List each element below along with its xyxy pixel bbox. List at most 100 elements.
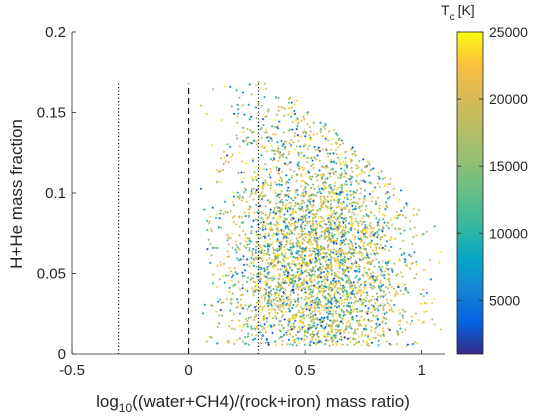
scatter-point-cross [304,224,306,227]
scatter-point-cross [276,126,278,129]
scatter-point-cross [366,291,368,294]
scatter-point-cross [332,137,334,141]
scatter-point-cross [314,145,316,149]
scatter-point-cross [307,208,309,211]
scatter-point-cross [297,273,299,276]
scatter-point-cross [383,332,385,335]
scatter-point-cross [323,173,325,176]
scatter-point-cross [249,195,251,198]
scatter-point-cross [388,227,390,230]
scatter-point-cross [272,299,274,302]
scatter-point-cross [248,103,250,106]
scatter-point-cross [386,240,388,243]
scatter-point-cross [405,202,407,205]
scatter-point-cross [219,278,221,281]
scatter-point-cross [355,220,357,223]
scatter-point-cross [289,332,291,335]
scatter-point-cross [280,299,282,302]
scatter-point-cross [273,308,275,311]
scatter-point-cross [305,255,306,258]
scatter-point-cross [348,326,350,329]
scatter-point-cross [364,198,366,202]
scatter-point-cross [366,165,368,168]
scatter-point-cross [351,242,353,245]
scatter-point-cross [320,128,322,131]
scatter-point-cross [330,222,332,225]
scatter-point-cross [387,278,389,281]
scatter-point-cross [269,136,271,139]
scatter-point-cross [297,221,299,224]
scatter-point-cross [328,287,330,290]
scatter-point-cross [346,295,348,298]
scatter-point-cross [276,194,277,197]
scatter-point-cross [261,191,263,194]
scatter-point-cross [292,335,294,338]
scatter-point-cross [266,136,268,139]
scatter-point-cross [332,228,334,231]
scatter-point-cross [266,222,268,225]
scatter-point-cross [245,240,247,243]
scatter-point-cross [290,197,292,200]
scatter-point-cross [374,298,375,301]
scatter-point-cross [269,277,271,280]
scatter-point-cross [279,210,281,213]
scatter-point-cross [272,241,274,244]
scatter-point-cross [297,164,299,167]
scatter-point-cross [255,140,257,143]
scatter-point-cross [360,254,362,257]
scatter-point-cross [287,276,288,279]
scatter-point-cross [240,298,242,301]
scatter-point-cross [360,289,362,292]
scatter-point-cross [273,216,275,219]
scatter-point-cross [264,245,266,248]
scatter-point-cross [252,261,254,264]
scatter-point-cross [396,292,398,296]
scatter-point-cross [375,258,377,261]
scatter-point-cross [349,158,351,161]
scatter-point-cross [301,253,303,256]
scatter-point-cross [403,252,405,255]
scatter-point-cross [354,295,356,298]
scatter-point-cross [293,233,295,236]
scatter-point-cross [277,172,279,175]
scatter-point-cross [301,308,303,311]
scatter-point-cross [329,172,331,175]
scatter-point-cross [358,340,360,343]
scatter-point-cross [307,328,309,331]
scatter-point-cross [291,278,293,281]
scatter-point-cross [290,278,292,281]
scatter-point-cross [339,139,341,142]
scatter-point-cross [340,258,342,261]
scatter-point-cross [271,125,273,128]
scatter-point-cross [393,193,395,197]
scatter-point-cross [321,341,323,344]
scatter-point-cross [395,290,397,293]
scatter-point-cross [316,248,317,251]
scatter-point-cross [312,295,314,298]
scatter-point-cross [241,181,243,184]
scatter-point-cross [280,243,282,246]
scatter-point-cross [360,236,362,239]
scatter-point-cross [299,255,301,258]
scatter-point-cross [299,254,300,257]
scatter-point-cross [281,264,283,267]
scatter-point-cross [377,221,379,224]
scatter-point-cross [377,224,378,227]
scatter-point-cross [281,324,283,327]
scatter-point-cross [314,213,315,216]
scatter-point-cross [230,298,232,301]
scatter-point-cross [321,256,323,259]
scatter-point-cross [250,232,252,235]
scatter-point-cross [242,91,244,94]
scatter-point-cross [324,295,326,298]
scatter-point-cross [291,251,293,254]
scatter-point-cross [236,115,238,118]
scatter-point-cross [305,172,307,175]
scatter-point-cross [242,130,244,133]
scatter-point-cross [314,306,316,309]
scatter-point-cross [382,327,384,330]
scatter-point-cross [315,220,317,223]
scatter-point-cross [300,267,302,270]
scatter-point-cross [267,250,269,253]
scatter-point-cross [320,271,322,275]
